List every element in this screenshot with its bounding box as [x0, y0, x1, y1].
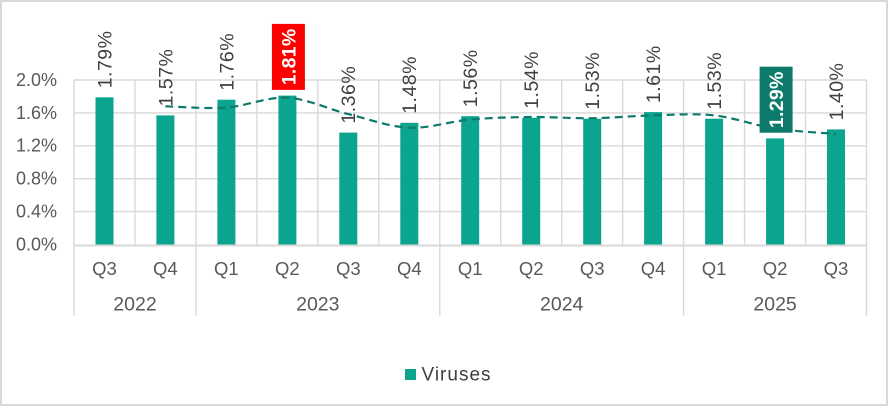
- svg-text:1.57%: 1.57%: [155, 49, 177, 107]
- svg-text:Q4: Q4: [153, 258, 178, 279]
- svg-text:2023: 2023: [296, 294, 339, 316]
- svg-text:1.36%: 1.36%: [338, 66, 360, 124]
- svg-text:Q3: Q3: [336, 258, 361, 279]
- svg-text:2.0%: 2.0%: [16, 70, 57, 90]
- svg-text:1.48%: 1.48%: [399, 56, 421, 114]
- svg-text:2025: 2025: [753, 294, 797, 316]
- svg-text:0.0%: 0.0%: [16, 234, 57, 254]
- svg-text:1.81%: 1.81%: [278, 29, 300, 86]
- svg-text:Q1: Q1: [458, 258, 483, 279]
- svg-text:1.56%: 1.56%: [460, 49, 482, 107]
- svg-text:Viruses: Viruses: [422, 365, 492, 386]
- svg-text:0.8%: 0.8%: [16, 169, 57, 189]
- svg-text:1.6%: 1.6%: [16, 103, 57, 123]
- svg-text:1.79%: 1.79%: [94, 31, 116, 89]
- svg-text:Q2: Q2: [763, 258, 788, 279]
- svg-text:Q1: Q1: [702, 258, 727, 279]
- svg-text:1.53%: 1.53%: [582, 52, 604, 110]
- svg-text:Q1: Q1: [214, 258, 239, 279]
- svg-text:0.4%: 0.4%: [16, 202, 57, 222]
- svg-text:Q3: Q3: [824, 258, 849, 279]
- svg-text:Q4: Q4: [397, 258, 422, 279]
- svg-text:1.76%: 1.76%: [216, 33, 238, 91]
- svg-text:1.29%: 1.29%: [766, 71, 788, 128]
- svg-text:1.53%: 1.53%: [704, 52, 726, 110]
- svg-text:1.54%: 1.54%: [521, 51, 543, 109]
- svg-text:Q2: Q2: [275, 258, 300, 279]
- svg-text:1.61%: 1.61%: [643, 45, 665, 103]
- svg-text:Q2: Q2: [519, 258, 544, 279]
- svg-text:2022: 2022: [113, 294, 156, 316]
- svg-text:2024: 2024: [540, 294, 584, 316]
- svg-text:Q3: Q3: [580, 258, 605, 279]
- svg-text:Q4: Q4: [641, 258, 666, 279]
- svg-text:Q3: Q3: [92, 258, 117, 279]
- svg-text:1.2%: 1.2%: [16, 136, 57, 156]
- svg-text:1.40%: 1.40%: [826, 63, 848, 121]
